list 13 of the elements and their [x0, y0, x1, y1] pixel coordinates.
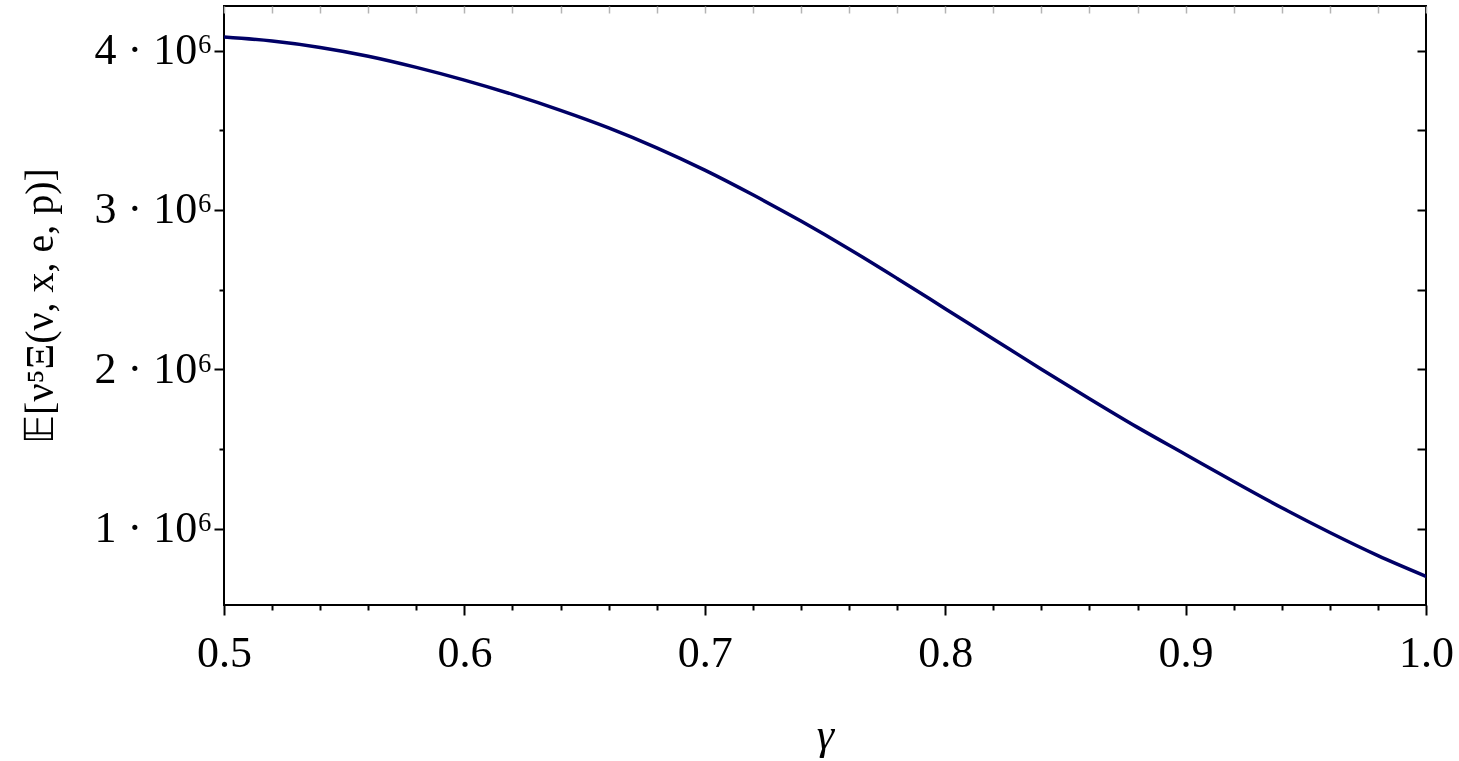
y-tick-label: 1 · 10⁶ — [94, 503, 213, 553]
x-axis-title: γ — [816, 709, 836, 759]
y-tick-label: 2 · 10⁶ — [94, 343, 213, 393]
x-tick-label: 0.5 — [197, 627, 252, 677]
x-tick-label: 0.9 — [1158, 627, 1214, 677]
x-tick-label: 0.6 — [437, 627, 493, 677]
x-tick-label: 0.7 — [677, 627, 733, 677]
line-series — [224, 35, 1426, 579]
y-axis-title: 𝔼[ν⁵Ξ(ν, x, e, p)] — [16, 168, 62, 444]
x-tick-label: 1.0 — [1399, 627, 1454, 677]
y-tick-label: 3 · 10⁶ — [94, 184, 213, 234]
x-tick-label: 0.8 — [918, 627, 974, 677]
y-tick-label: 4 · 10⁶ — [94, 25, 213, 75]
